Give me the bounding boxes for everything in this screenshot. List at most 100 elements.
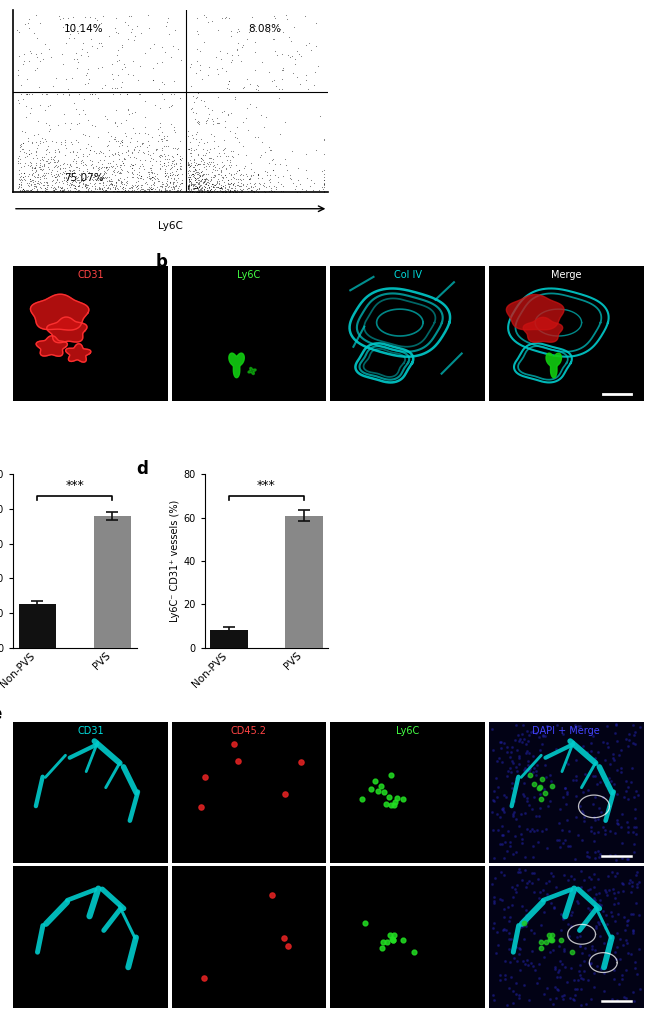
Point (43, 137, 53, 154)
Point (508, 787, 519, 803)
Point (60, 71, 71, 88)
Point (554, 953, 565, 969)
Point (135, 158, 145, 174)
Point (209, 139, 219, 156)
Point (149, 183, 159, 200)
Point (599, 965, 609, 981)
Point (103, 142, 114, 158)
Point (14, 178, 25, 194)
Point (87, 177, 98, 193)
Point (532, 974, 542, 991)
Point (133, 145, 144, 161)
Point (571, 768, 581, 784)
Point (99, 169, 110, 185)
Point (191, 180, 202, 196)
Point (92, 180, 102, 196)
Point (577, 803, 588, 819)
Point (110, 145, 120, 161)
Point (107, 176, 117, 192)
Point (235, 171, 245, 187)
Point (213, 89, 223, 105)
Point (203, 110, 213, 126)
Point (214, 43, 225, 59)
Point (514, 989, 524, 1006)
Point (100, 164, 110, 180)
Point (98, 169, 108, 185)
Point (319, 162, 330, 178)
Point (71, 159, 81, 175)
Point (73, 169, 83, 185)
Point (157, 87, 167, 103)
Point (119, 157, 129, 173)
Point (514, 861, 525, 878)
Point (65, 157, 75, 173)
Point (172, 167, 182, 183)
Point (523, 756, 534, 773)
Point (227, 183, 237, 200)
Point (192, 179, 202, 195)
Point (521, 822, 532, 838)
Point (280, 151, 291, 167)
Point (188, 168, 198, 184)
Point (35, 159, 46, 175)
Point (601, 907, 611, 923)
Point (84, 146, 94, 162)
Point (203, 176, 213, 192)
Point (141, 174, 151, 190)
Point (100, 182, 110, 199)
Point (192, 157, 203, 173)
Point (619, 989, 629, 1006)
Point (125, 158, 135, 174)
Point (610, 944, 621, 960)
Point (116, 132, 127, 149)
Point (184, 176, 194, 192)
Point (147, 165, 157, 181)
Point (244, 171, 254, 187)
Polygon shape (47, 317, 87, 343)
Point (489, 850, 499, 866)
Point (77, 157, 88, 173)
Point (585, 902, 595, 918)
Text: 10.14%: 10.14% (64, 23, 104, 34)
Point (499, 787, 509, 803)
Point (80, 127, 90, 144)
Point (254, 180, 264, 196)
Point (613, 906, 623, 922)
Point (96, 159, 107, 175)
Point (210, 180, 220, 196)
Point (16, 76, 27, 93)
Point (136, 183, 147, 200)
Point (165, 174, 176, 190)
Point (520, 861, 530, 878)
Point (191, 130, 202, 147)
Point (559, 867, 569, 884)
Point (497, 817, 508, 834)
Point (199, 154, 209, 170)
Point (370, 773, 381, 789)
Point (92, 60, 103, 76)
Point (77, 146, 88, 162)
Point (217, 169, 228, 185)
Point (635, 980, 645, 997)
Point (139, 183, 150, 200)
Point (111, 133, 121, 150)
Point (551, 832, 562, 848)
Point (293, 160, 304, 176)
Polygon shape (546, 353, 562, 378)
Point (186, 176, 196, 192)
Point (220, 181, 230, 197)
Point (239, 160, 249, 176)
Point (488, 822, 499, 838)
Point (148, 151, 158, 167)
Point (194, 134, 205, 151)
Point (240, 178, 251, 194)
Point (546, 896, 556, 912)
Point (569, 851, 580, 867)
Point (27, 172, 38, 188)
Point (190, 161, 200, 177)
Point (228, 176, 239, 192)
Point (184, 157, 194, 173)
Point (107, 176, 117, 192)
Point (64, 121, 75, 137)
Point (116, 162, 127, 178)
